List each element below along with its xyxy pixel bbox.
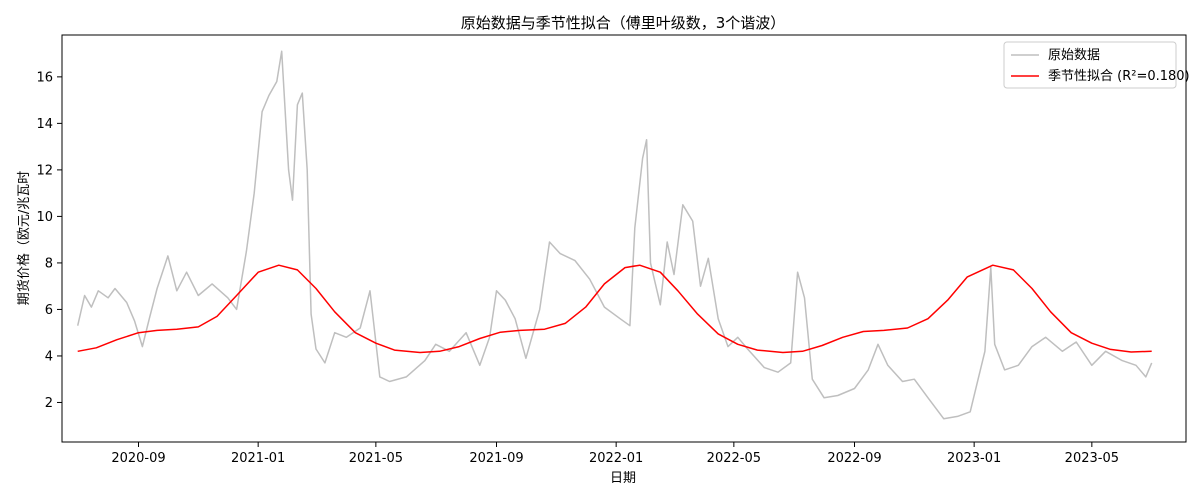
y-tick-label: 14	[36, 117, 53, 132]
x-tick-label: 2022-01	[589, 451, 643, 466]
x-tick-label: 2022-09	[827, 451, 881, 466]
x-tick-label: 2023-01	[947, 451, 1001, 466]
x-tick-label: 2021-09	[469, 451, 523, 466]
x-tick-label: 2022-05	[707, 451, 761, 466]
y-tick-label: 10	[36, 210, 53, 225]
x-axis-label: 日期	[610, 471, 636, 486]
x-axis: 2020-09 2021-01 2021-05 2021-09 2022-01 2022-…	[111, 442, 1119, 466]
x-tick-label: 2021-01	[231, 451, 285, 466]
plot-area	[61, 34, 1187, 443]
legend: 原始数据 季节性拟合 (R²=0.180)	[1003, 41, 1190, 89]
series-line-raw	[76, 50, 1153, 420]
series-line-fit	[77, 264, 1152, 354]
y-tick-label: 2	[45, 396, 53, 411]
legend-box	[1003, 41, 1177, 89]
y-tick-label: 16	[36, 70, 53, 85]
y-tick-label: 6	[45, 303, 53, 318]
chart-title: 原始数据与季节性拟合（傅里叶级数，3个谐波）	[461, 14, 786, 32]
legend-label-fit: 季节性拟合 (R²=0.180)	[1048, 69, 1190, 84]
y-tick-label: 4	[45, 349, 53, 364]
x-tick-label: 2023-05	[1065, 451, 1119, 466]
legend-label-raw: 原始数据	[1048, 48, 1100, 63]
y-tick-label: 8	[45, 256, 53, 271]
y-tick-label: 12	[36, 163, 53, 178]
y-axis: 2 4 6 8 10 12 14 16	[36, 70, 62, 411]
y-axis-label: 期货价格（欧元/兆瓦时	[16, 171, 32, 305]
series-layer	[76, 50, 1153, 420]
x-tick-label: 2020-09	[111, 451, 165, 466]
plot-frame	[61, 34, 1187, 443]
x-tick-label: 2021-05	[349, 451, 403, 466]
